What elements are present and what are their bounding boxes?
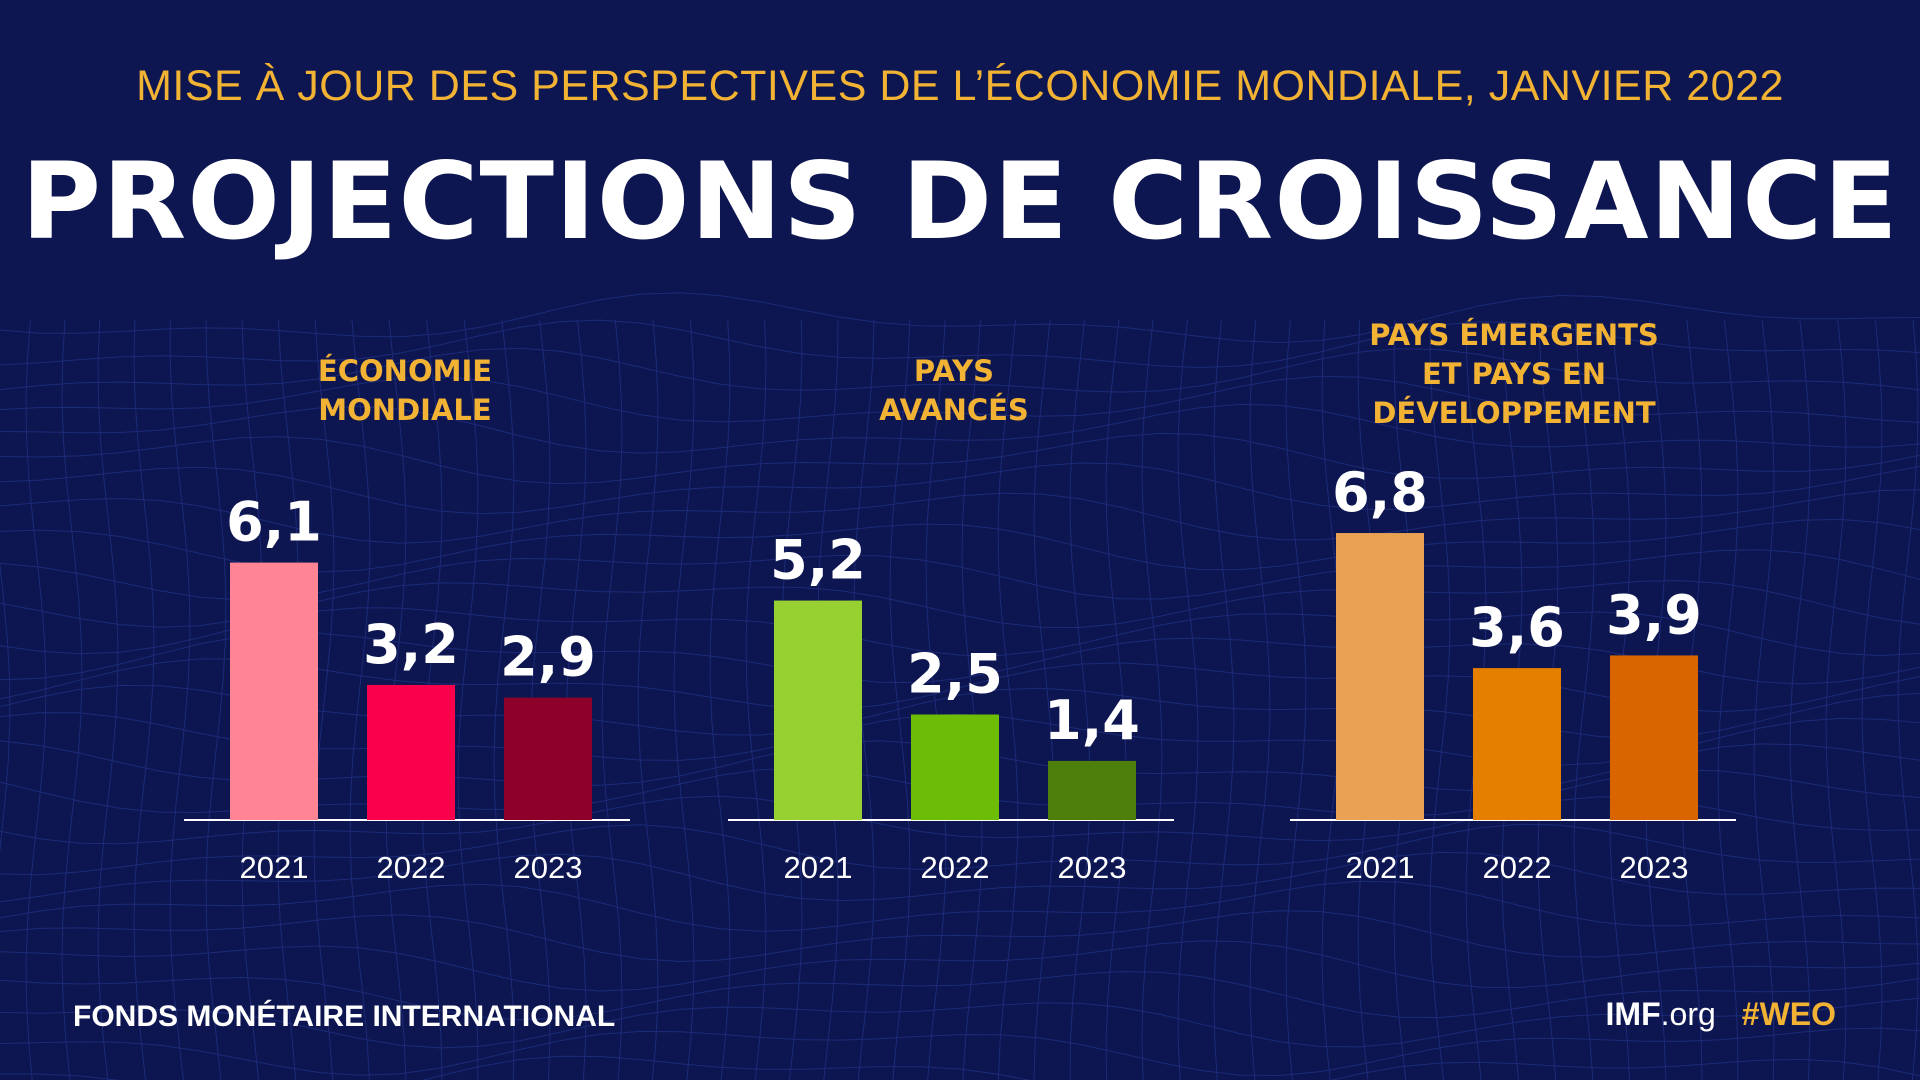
org-name: FONDS MONÉTAIRE INTERNATIONAL <box>73 1000 616 1033</box>
bar-value-label: 6,1 <box>226 491 322 554</box>
x-tick-label: 2021 <box>1346 850 1415 885</box>
panel-title-line: ÉCONOMIE <box>318 354 492 388</box>
x-tick-label: 2021 <box>240 850 309 885</box>
bar <box>1610 655 1698 820</box>
bar <box>367 684 455 820</box>
bar-value-label: 2,9 <box>500 626 596 689</box>
site-domain[interactable]: .org <box>1660 996 1716 1032</box>
x-tick-label: 2021 <box>784 850 853 885</box>
bar <box>504 697 592 820</box>
bar-value-label: 5,2 <box>770 529 866 592</box>
bar <box>230 562 318 820</box>
bar <box>1048 760 1136 820</box>
page-title: PROJECTIONS DE CROISSANCE <box>21 140 1899 263</box>
x-tick-label: 2022 <box>377 850 446 885</box>
bar <box>1473 668 1561 820</box>
bar-value-label: 2,5 <box>907 643 1003 706</box>
x-tick-label: 2023 <box>1058 850 1127 885</box>
panel-title-line: MONDIALE <box>318 393 491 427</box>
bar <box>911 714 999 820</box>
footer-links: IMF.org #WEO <box>1606 996 1836 1033</box>
panel-title-line: PAYS ÉMERGENTS <box>1369 318 1659 352</box>
bar-value-label: 1,4 <box>1044 689 1140 752</box>
hashtag[interactable]: #WEO <box>1741 996 1836 1032</box>
panel-title-line: PAYS <box>914 354 994 388</box>
bar-value-label: 3,6 <box>1469 596 1565 659</box>
bar <box>1336 533 1424 820</box>
bar-value-label: 3,2 <box>363 613 459 676</box>
x-tick-label: 2022 <box>921 850 990 885</box>
panel-title-line: AVANCÉS <box>879 393 1029 427</box>
site-name[interactable]: IMF <box>1605 996 1661 1032</box>
x-tick-label: 2022 <box>1483 850 1552 885</box>
bar <box>774 600 862 820</box>
bar-value-label: 6,8 <box>1332 461 1428 524</box>
x-tick-label: 2023 <box>1620 850 1689 885</box>
panel-title-line: ET PAYS EN <box>1422 357 1606 391</box>
bar-value-label: 3,9 <box>1606 583 1702 646</box>
page-subtitle: MISE À JOUR DES PERSPECTIVES DE L’ÉCONOM… <box>136 62 1784 110</box>
x-tick-label: 2023 <box>514 850 583 885</box>
panel-title-line: DÉVELOPPEMENT <box>1372 396 1655 430</box>
